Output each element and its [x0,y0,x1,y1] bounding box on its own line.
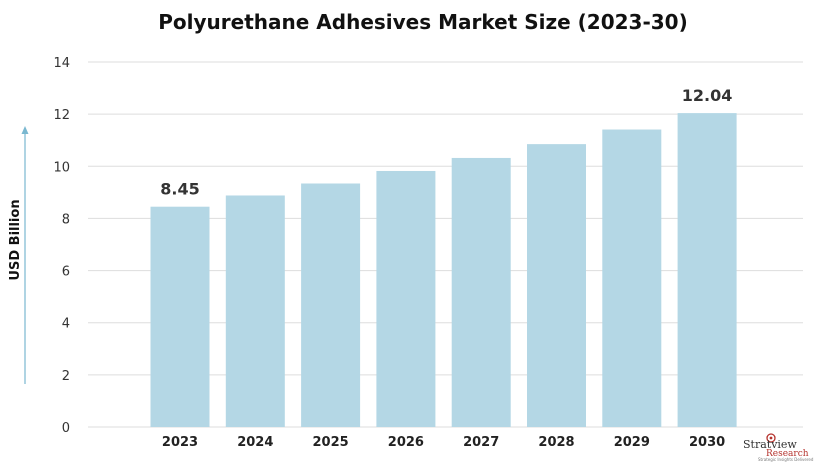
bar-2023 [150,206,210,427]
y-tick-label: 0 [62,421,70,436]
data-labels: 8.45 12.04 [160,86,732,199]
y-tick-label: 4 [62,317,70,332]
x-tick-label: 2024 [237,435,273,450]
x-tick-label: 2029 [614,435,650,450]
x-tick-label: 2025 [313,435,349,450]
y-tick-label: 8 [62,212,70,227]
logo-eye-pupil [769,436,773,440]
bar-2030 [677,113,737,427]
bar-2027 [451,157,511,427]
bar-2024 [225,195,285,427]
y-tick-label: 10 [53,160,70,175]
data-label-2030: 12.04 [682,86,733,105]
bars [150,113,737,427]
bar-2028 [527,144,586,427]
x-tick-label: 2028 [538,435,574,450]
y-tick-label: 6 [62,265,70,280]
chart-title: Polyurethane Adhesives Market Size (2023… [158,10,687,34]
y-tick-labels: 0 2 4 6 8 10 12 14 [53,56,70,436]
stratview-logo: Stratview Research Strategic Insights De… [743,433,814,462]
bar-2029 [602,129,662,427]
x-tick-label: 2030 [689,435,725,450]
y-tick-label: 12 [53,108,70,123]
y-tick-label: 2 [62,369,70,384]
data-label-2023: 8.45 [160,180,199,199]
x-tick-label: 2027 [463,435,499,450]
y-axis-arrow-head [21,126,29,134]
logo-eye-icon [766,433,776,443]
x-tick-label: 2023 [162,435,198,450]
bar-2026 [376,170,436,427]
logo-sub: Research [766,449,809,459]
x-tick-label: 2026 [388,435,424,450]
logo-tagline: Strategic Insights Delivered [758,457,814,462]
bar-2025 [301,183,361,427]
y-tick-label: 14 [53,56,70,71]
x-tick-labels: 2023 2024 2025 2026 2027 2028 2029 2030 [162,435,725,450]
logo-name: Stratview [743,438,797,451]
y-axis-label: USD Billion [8,199,23,280]
